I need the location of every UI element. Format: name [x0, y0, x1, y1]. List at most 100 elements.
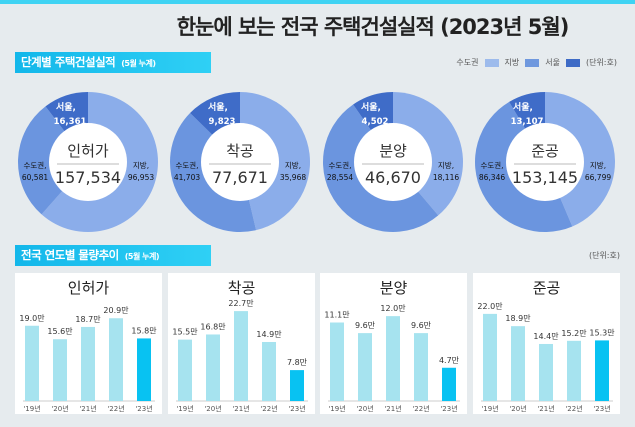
- tick-label: '22년: [412, 404, 429, 413]
- bar: [178, 339, 192, 401]
- data-label: 22.0만: [477, 302, 503, 311]
- data-label: 15.2만: [561, 329, 587, 338]
- donut-total: 153,145: [512, 168, 578, 187]
- chart-title: 인허가: [67, 279, 110, 297]
- tick-label: '19년: [481, 404, 498, 413]
- data-label: 4.7만: [439, 356, 460, 365]
- tick-label: '23년: [440, 404, 457, 413]
- donut-total: 157,534: [55, 168, 121, 187]
- sudo-label: 수도권,: [175, 161, 198, 170]
- chart-title: 준공: [532, 279, 561, 297]
- bar: [234, 311, 248, 401]
- donut-2: 분양 46,670 서울, 4,502 수도권, 28,554 지방, 18,116: [323, 92, 463, 232]
- tick-label: '21년: [537, 404, 554, 413]
- chart-title: 분양: [379, 279, 408, 297]
- jibang-label: 지방,: [285, 160, 301, 170]
- bar: [358, 333, 372, 401]
- data-label: 7.8만: [287, 358, 308, 367]
- chart-title: 착공: [227, 279, 256, 297]
- data-label: 15.6만: [47, 327, 73, 336]
- jibang-value: 18,116: [433, 173, 459, 182]
- tick-label: '23년: [135, 404, 152, 413]
- jibang-value: 35,968: [280, 173, 306, 182]
- section-header-trend: 전국 연도별 물량추이 (5월 누계): [15, 245, 211, 266]
- seoul-value: 13,107: [511, 117, 544, 127]
- section-header-stage: 단계별 주택건설실적 (5월 누계): [15, 52, 211, 73]
- bar-chart-panel: 준공 22.0만 '19년 18.9만 '20년 14.4만 '21년 15.2만 '22년 15…: [473, 273, 620, 414]
- data-label: 15.3만: [589, 328, 615, 337]
- page-title: 한눈에 보는 전국 주택건설실적 (2023년 5월): [176, 15, 570, 39]
- jibang-value: 66,799: [585, 173, 611, 182]
- bar: [262, 341, 276, 401]
- data-label: 9.6만: [355, 321, 376, 330]
- donut-center: [49, 123, 127, 201]
- data-label: 14.9만: [256, 330, 282, 339]
- donut-center: [354, 123, 432, 201]
- jibang-label: 지방,: [590, 160, 606, 170]
- data-label: 12.0만: [380, 304, 406, 313]
- donut-name: 분양: [379, 142, 407, 160]
- data-label: 22.7만: [228, 299, 254, 308]
- sudo-value: 28,554: [327, 173, 353, 182]
- bar: [206, 334, 220, 401]
- seoul-label: 서울,: [208, 101, 228, 113]
- seoul-value: 9,823: [209, 117, 236, 127]
- bar: [109, 318, 123, 401]
- donut-3: 준공 153,145 서울, 13,107 수도권, 86,346 지방, 66,799: [475, 92, 616, 233]
- seoul-value: 4,502: [362, 117, 389, 127]
- seoul-label: 서울,: [513, 101, 533, 113]
- jibang-label: 지방,: [133, 160, 149, 170]
- data-label: 11.1만: [324, 311, 350, 320]
- sudo-value: 86,346: [479, 173, 505, 182]
- sudo-value: 41,703: [174, 173, 200, 182]
- sudo-label: 수도권,: [328, 161, 351, 170]
- bar: [595, 340, 609, 401]
- bar: [53, 339, 67, 401]
- seoul-label: 서울,: [361, 101, 381, 113]
- tick-label: '19년: [328, 404, 345, 413]
- legend-label: 수도권: [456, 58, 479, 67]
- bar: [567, 340, 581, 401]
- donut-center: [201, 123, 279, 201]
- tick-label: '22년: [260, 404, 277, 413]
- bar: [511, 326, 525, 401]
- tick-label: '19년: [176, 404, 193, 413]
- bar: [330, 322, 344, 401]
- bar: [81, 326, 95, 401]
- data-label: 15.5만: [172, 328, 198, 337]
- tick-label: '21년: [79, 404, 96, 413]
- tick-label: '21년: [232, 404, 249, 413]
- legend-swatch: [525, 58, 540, 67]
- tick-label: '21년: [384, 404, 401, 413]
- data-label: 18.9만: [505, 314, 531, 323]
- bar-chart-panel: 착공 15.5만 '19년 16.8만 '20년 22.7만 '21년 14.9만 '22년 7.…: [168, 273, 315, 414]
- bar: [539, 343, 553, 401]
- data-label: 18.7만: [75, 315, 101, 324]
- legend: 수도권 지방 서울 (단위:호): [456, 57, 617, 68]
- tick-label: '19년: [23, 404, 40, 413]
- seoul-value: 16,361: [54, 117, 87, 127]
- section-subtitle: (5월 누계): [124, 252, 160, 261]
- bar-chart-panel: 인허가 19.0만 '19년 15.6만 '20년 18.7만 '21년 20.9만 '22년 1…: [15, 273, 162, 414]
- seoul-label: 서울,: [56, 101, 76, 113]
- legend-swatch: [565, 58, 580, 67]
- unit-label: (단위:호): [585, 58, 617, 67]
- tick-label: '20년: [204, 404, 221, 413]
- tick-label: '22년: [565, 404, 582, 413]
- bar: [137, 338, 151, 401]
- data-label: 9.6만: [411, 321, 432, 330]
- sudo-label: 수도권,: [23, 161, 46, 170]
- section-subtitle: (5월 누계): [121, 59, 156, 68]
- donut-total: 46,670: [365, 168, 421, 187]
- donut-charts: 인허가 157,534 서울, 16,361 수도권, 60,581 지방, 96,953 착공…: [18, 92, 616, 233]
- bar: [290, 370, 304, 401]
- section-title: 단계별 주택건설실적: [21, 55, 116, 69]
- bar: [386, 316, 400, 401]
- tick-label: '20년: [51, 404, 68, 413]
- tick-label: '23년: [288, 404, 305, 413]
- sudo-value: 60,581: [22, 173, 48, 182]
- donut-0: 인허가 157,534 서울, 16,361 수도권, 60,581 지방, 96,953: [18, 92, 159, 233]
- section-title: 전국 연도별 물량추이: [21, 248, 119, 262]
- donut-total: 77,671: [212, 168, 268, 187]
- legend-label: 지방: [504, 58, 520, 67]
